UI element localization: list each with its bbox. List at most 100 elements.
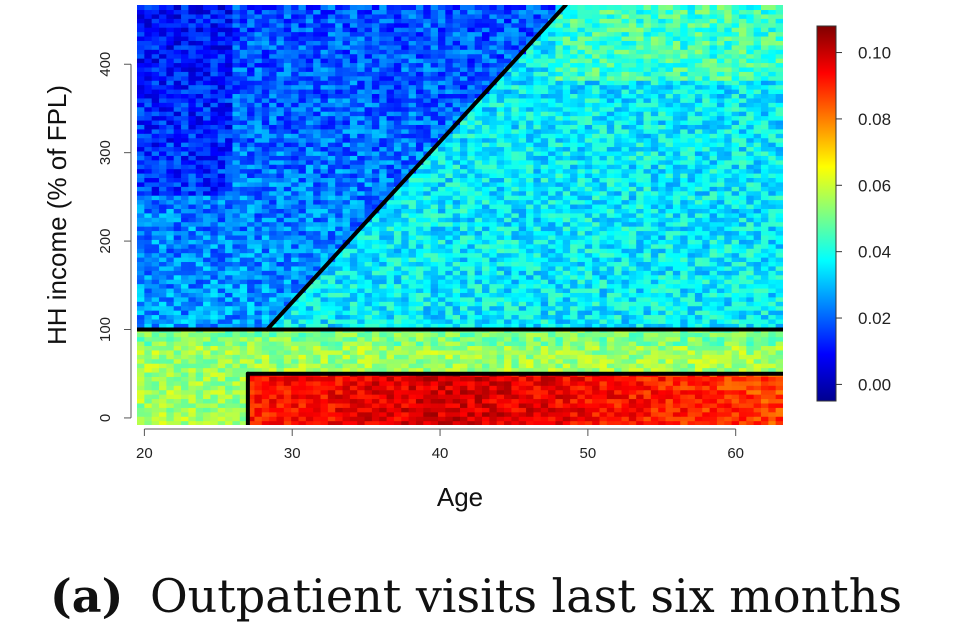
heatmap-cell [188, 257, 197, 263]
heatmap-cell [680, 221, 689, 227]
heatmap-cell [540, 341, 549, 347]
heatmap-cell [423, 411, 432, 417]
heatmap-cell [437, 367, 446, 373]
heatmap-cell [555, 208, 564, 214]
heatmap-cell [232, 283, 241, 289]
heatmap-cell [702, 389, 711, 395]
heatmap-cell [753, 177, 762, 183]
heatmap-cell [636, 402, 645, 408]
heatmap-cell [636, 296, 645, 302]
heatmap-cell [650, 420, 659, 425]
heatmap-cell [687, 199, 696, 205]
heatmap-cell [489, 385, 498, 391]
heatmap-cell [401, 181, 410, 187]
heatmap-cell [467, 208, 476, 214]
heatmap-cell [489, 279, 498, 285]
heatmap-cell [709, 341, 718, 347]
heatmap-cell [731, 261, 740, 267]
heatmap-cell [482, 398, 490, 404]
heatmap-cell [298, 305, 307, 311]
heatmap-cell [482, 341, 490, 347]
heatmap-cell [393, 181, 402, 187]
heatmap-cell [313, 296, 322, 302]
heatmap-cell [305, 212, 314, 218]
heatmap-cell [467, 376, 476, 382]
heatmap-cell [327, 341, 336, 347]
heatmap-cell [760, 230, 769, 236]
heatmap-cell [239, 416, 248, 422]
heatmap-cell [195, 177, 204, 183]
heatmap-cell [195, 292, 204, 298]
heatmap-cell [232, 394, 241, 400]
heatmap-cell [577, 243, 586, 249]
heatmap-cell [320, 203, 329, 209]
heatmap-cell [687, 310, 696, 316]
heatmap-cell [349, 181, 358, 187]
heatmap-cell [555, 416, 564, 422]
heatmap-cell [716, 261, 725, 267]
heatmap-cell [584, 389, 593, 395]
heatmap-cell [650, 195, 659, 201]
heatmap-cell [621, 341, 630, 347]
heatmap-cell [548, 407, 557, 413]
heatmap-cell [614, 230, 623, 236]
heatmap-cell [386, 310, 395, 316]
heatmap-cell [658, 283, 667, 289]
heatmap-cell [489, 252, 498, 258]
heatmap-cell [379, 173, 388, 179]
heatmap-cell [702, 345, 711, 351]
heatmap-cell [577, 416, 586, 422]
heatmap-cell [415, 217, 424, 223]
heatmap-cell [371, 358, 380, 364]
heatmap-cell [680, 411, 689, 417]
heatmap-cell [584, 177, 593, 183]
heatmap-cell [614, 363, 623, 369]
heatmap-cell [452, 296, 461, 302]
heatmap-cell [276, 380, 285, 386]
heatmap-cell [724, 212, 733, 218]
heatmap-cell [239, 279, 248, 285]
heatmap-cell [181, 287, 189, 293]
heatmap-cell [672, 181, 681, 187]
heatmap-cell [658, 270, 667, 276]
heatmap-cell [606, 265, 615, 271]
heatmap-cell [430, 354, 439, 360]
heatmap-cell [672, 363, 681, 369]
heatmap-cell [437, 363, 446, 369]
heatmap-cell [716, 411, 725, 417]
heatmap-cell [423, 305, 432, 311]
heatmap-cell [467, 416, 476, 422]
heatmap-cell [665, 323, 674, 329]
heatmap-cell [254, 376, 263, 382]
heatmap-cell [371, 407, 380, 413]
heatmap-cell [504, 199, 512, 205]
heatmap-cell [320, 173, 329, 179]
heatmap-cell [570, 177, 579, 183]
heatmap-cell [415, 243, 424, 249]
heatmap-cell [518, 230, 527, 236]
heatmap-cell [570, 341, 579, 347]
heatmap-cell [225, 389, 234, 395]
heatmap-cell [210, 186, 219, 192]
heatmap-cell [379, 296, 388, 302]
heatmap-cell [753, 402, 762, 408]
heatmap-cell [225, 363, 234, 369]
heatmap-cell [460, 376, 468, 382]
heatmap-cell [313, 252, 322, 258]
heatmap-cell [203, 376, 212, 382]
heatmap-cell [173, 345, 182, 351]
heatmap-cell [379, 358, 388, 364]
heatmap-cell [760, 420, 769, 425]
heatmap-cell [144, 283, 153, 289]
heatmap-cell [621, 230, 630, 236]
heatmap-cell [137, 177, 145, 183]
heatmap-cell [496, 332, 505, 338]
heatmap-cell [738, 314, 747, 320]
heatmap-cell [379, 212, 388, 218]
heatmap-cell [716, 296, 725, 302]
heatmap-cell [753, 380, 762, 386]
heatmap-cell [371, 323, 380, 329]
heatmap-cell [298, 261, 307, 267]
heatmap-cell [401, 385, 410, 391]
heatmap-cell [232, 186, 241, 192]
